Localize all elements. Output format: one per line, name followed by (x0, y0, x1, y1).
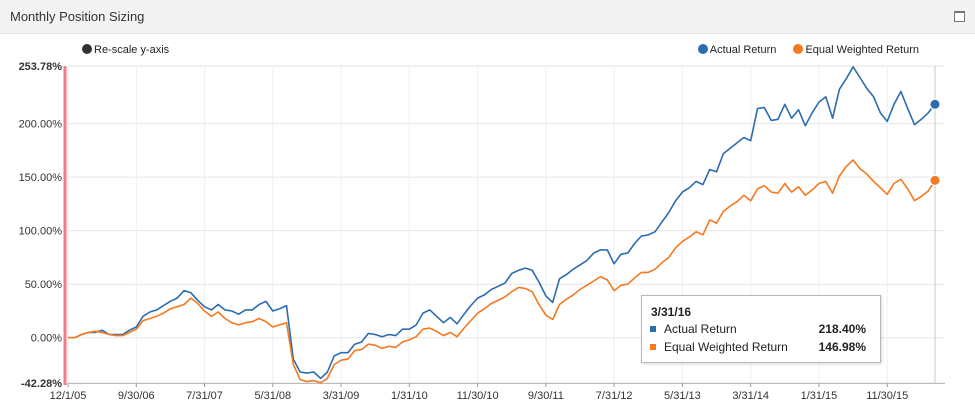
series-line-actual-return[interactable] (68, 66, 936, 380)
series-line-equal-weighted-return[interactable] (68, 159, 936, 384)
legend: Actual Return Equal Weighted Return (684, 44, 919, 56)
legend-dot-icon (697, 44, 708, 54)
tooltip-series-name: Equal Weighted Return (664, 340, 788, 354)
series-end-marker[interactable] (929, 174, 941, 186)
rescale-dot-icon (82, 44, 92, 54)
x-tick-label: 3/31/14 (732, 390, 769, 402)
y-tick-label: -42.28% (21, 378, 62, 390)
tooltip-date: 3/31/16 (651, 305, 692, 319)
maximize-icon[interactable] (954, 11, 965, 22)
tooltip-value: 218.40% (818, 322, 866, 336)
tooltip-swatch (650, 344, 656, 350)
tooltip-row-equal-weighted-return: Equal Weighted Return 146.98% (650, 340, 872, 356)
y-axis-ticks: 253.78% 200.00% 150.00% 100.00% 50.00% 0.00% -… (19, 61, 63, 390)
x-tick-label: 9/30/11 (528, 390, 564, 402)
x-tick-label: 7/31/12 (596, 390, 633, 402)
panel-title: Monthly Position Sizing (10, 9, 145, 24)
tooltip-value: 146.98% (818, 340, 866, 354)
tooltip-series-name: Actual Return (664, 322, 737, 336)
rescale-label: Re-scale y-axis (94, 44, 170, 56)
legend-label: Actual Return (709, 44, 777, 56)
panel-header: Monthly Position Sizing (0, 0, 975, 34)
x-tick-label: 5/31/13 (664, 390, 701, 402)
tooltip-row-actual-return: Actual Return 218.40% (650, 322, 872, 338)
y-tick-label: 200.00% (19, 119, 63, 131)
x-tick-label: 11/30/10 (457, 390, 499, 402)
legend-item-actual-return[interactable]: Actual Return (697, 44, 777, 56)
x-axis-ticks: 12/1/05 9/30/06 7/31/07 5/31/08 3/31/09 1/31/… (50, 383, 908, 402)
y-tick-label: 50.00% (25, 279, 63, 291)
y-tick-label: 150.00% (19, 172, 63, 184)
tooltip: 3/31/16 Actual Return 218.40% Equal Weig… (641, 295, 881, 363)
x-tick-label: 5/31/08 (254, 390, 291, 402)
x-tick-label: 1/31/15 (801, 390, 838, 402)
legend-item-equal-weighted-return[interactable]: Equal Weighted Return (793, 44, 919, 56)
x-tick-label: 1/31/10 (391, 390, 428, 402)
y-tick-label: 0.00% (31, 333, 62, 345)
tooltip-swatch (650, 326, 656, 332)
x-tick-label: 3/31/09 (323, 390, 360, 402)
series-lines (68, 66, 941, 384)
x-tick-label: 9/30/06 (118, 390, 155, 402)
y-tick-label: 100.00% (19, 226, 63, 238)
rescale-y-axis-toggle[interactable]: Re-scale y-axis (82, 44, 169, 56)
x-tick-label: 12/1/05 (50, 390, 87, 402)
legend-label: Equal Weighted Return (805, 44, 919, 56)
x-tick-label: 11/30/15 (866, 390, 908, 402)
series-end-marker[interactable] (929, 98, 941, 110)
y-tick-label: 253.78% (19, 61, 63, 73)
legend-dot-icon (793, 44, 804, 54)
x-tick-label: 7/31/07 (186, 390, 223, 402)
